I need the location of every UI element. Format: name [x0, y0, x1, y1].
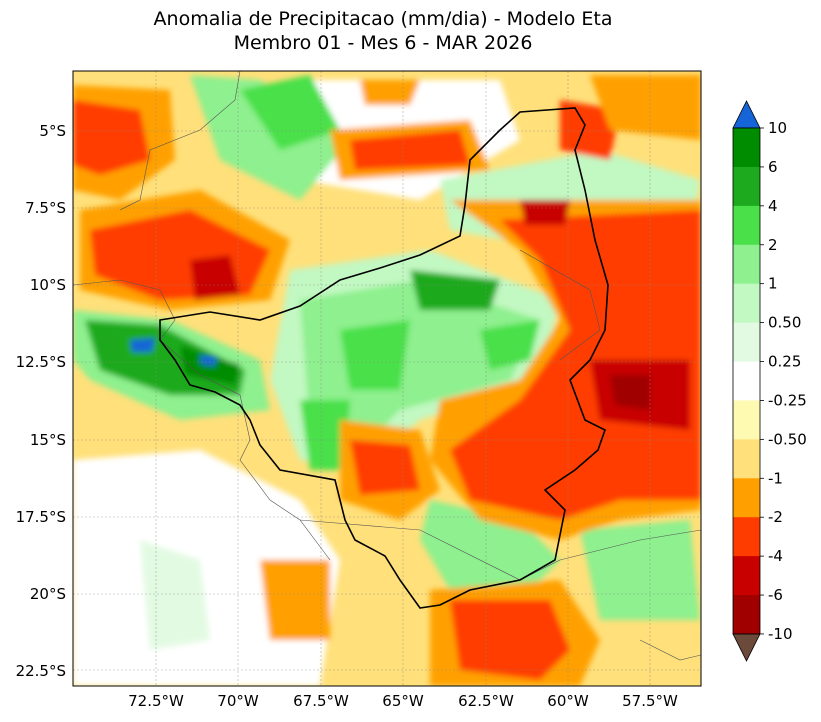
lat-tick-label: 15°S: [30, 431, 66, 449]
field-max-blue-2: [200, 355, 218, 366]
colorbar-segment: [733, 244, 760, 285]
field-red-north: [350, 130, 470, 170]
lat-tick-label: 22.5°S: [16, 662, 66, 680]
colorbar-segment: [733, 166, 760, 207]
colorbar-segment: [733, 205, 760, 246]
map-title-line1: Anomalia de Precipitacao (mm/dia) - Mode…: [153, 8, 613, 30]
colorbar-label: -10: [768, 625, 793, 643]
colorbar-label: 10: [768, 119, 787, 137]
colorbar-segment: [733, 478, 760, 518]
field-green-south-core: [300, 400, 350, 470]
field-orange-northeast: [590, 75, 701, 140]
colorbar-segment: [733, 400, 760, 440]
field-orange-southwest: [260, 560, 330, 640]
field-green-north: [190, 75, 350, 200]
field-red-central-south: [350, 440, 420, 495]
field-green-central-north-core: [410, 270, 500, 310]
lon-tick-label: 67.5°W: [293, 692, 349, 710]
field-dark-red-west: [190, 255, 240, 300]
colorbar-extend-min: [732, 633, 761, 662]
field-green-southeast: [580, 520, 700, 620]
colorbar-segment: [733, 361, 760, 401]
colorbar-label: 0.25: [768, 353, 801, 371]
colorbar-frame: [732, 127, 761, 635]
field-green-central: [300, 280, 540, 460]
colorbar-label: -1: [768, 469, 783, 487]
colorbar-segments: [732, 100, 761, 662]
lon-tick-label: 70°W: [217, 692, 259, 710]
colorbar-label: 0.50: [768, 314, 801, 332]
colorbar-segment: [733, 128, 760, 168]
lat-tick-labels: 5°S 7.5°S 10°S 12.5°S 15°S 17.5°S 20°S 2…: [16, 122, 66, 680]
colorbar-label: -6: [768, 586, 783, 604]
map-title-line2: Membro 01 - Mes 6 - MAR 2026: [233, 32, 533, 54]
lon-tick-label: 72.5°W: [128, 692, 184, 710]
basin-outline: [159, 107, 609, 609]
colorbar-label: -2: [768, 508, 783, 526]
colorbar-segment: [733, 595, 760, 635]
colorbar-label: 1: [768, 275, 778, 293]
field-light-green-southwest: [140, 540, 210, 650]
field-green-central-core: [340, 320, 410, 390]
lat-tick-label: 5°S: [39, 122, 66, 140]
colorbar-segment: [733, 283, 760, 324]
colorbar-label: 2: [768, 236, 778, 254]
field-red-east: [450, 210, 701, 520]
anomaly-field: [73, 71, 701, 686]
field-green-central-east-core: [480, 320, 540, 370]
country-borders: [73, 71, 701, 661]
colorbar-segment: [733, 556, 760, 596]
lon-tick-label: 57.5°W: [622, 692, 678, 710]
lat-tick-label: 7.5°S: [25, 199, 66, 217]
colorbar-label: -4: [768, 547, 783, 565]
colorbar-segment: [733, 439, 760, 479]
colorbar-labels: 10 6 4 2 1 0.50 0.25 -0.25 -0.50 -1 -2 -4 -6 -10: [760, 119, 807, 643]
lat-tick-label: 20°S: [30, 585, 66, 603]
field-red-south: [450, 600, 570, 680]
colorbar-segment: [733, 322, 760, 363]
field-max-blue-1: [130, 338, 155, 352]
field-orange-north-small: [360, 80, 420, 105]
lat-tick-label: 17.5°S: [16, 508, 66, 526]
field-darkest-red-east: [610, 375, 650, 410]
colorbar-label: 4: [768, 197, 778, 215]
colorbar-segment: [733, 517, 760, 557]
plot-frame: [72, 70, 702, 687]
colorbar-label: 6: [768, 158, 778, 176]
lat-tick-label: 10°S: [30, 276, 66, 294]
lat-tick-label: 12.5°S: [16, 353, 66, 371]
field-red-northwest: [73, 100, 150, 175]
colorbar-extend-max: [732, 100, 761, 129]
colorbar-label: -0.50: [768, 430, 807, 448]
colorbar-label: -0.25: [768, 391, 807, 409]
lon-tick-label: 60°W: [547, 692, 589, 710]
field-dark-red-northcentral: [520, 200, 570, 225]
lon-tick-label: 65°W: [382, 692, 424, 710]
lon-tick-label: 62.5°W: [458, 692, 514, 710]
lon-tick-labels: 72.5°W 70°W 67.5°W 65°W 62.5°W 60°W 57.5…: [128, 692, 678, 710]
